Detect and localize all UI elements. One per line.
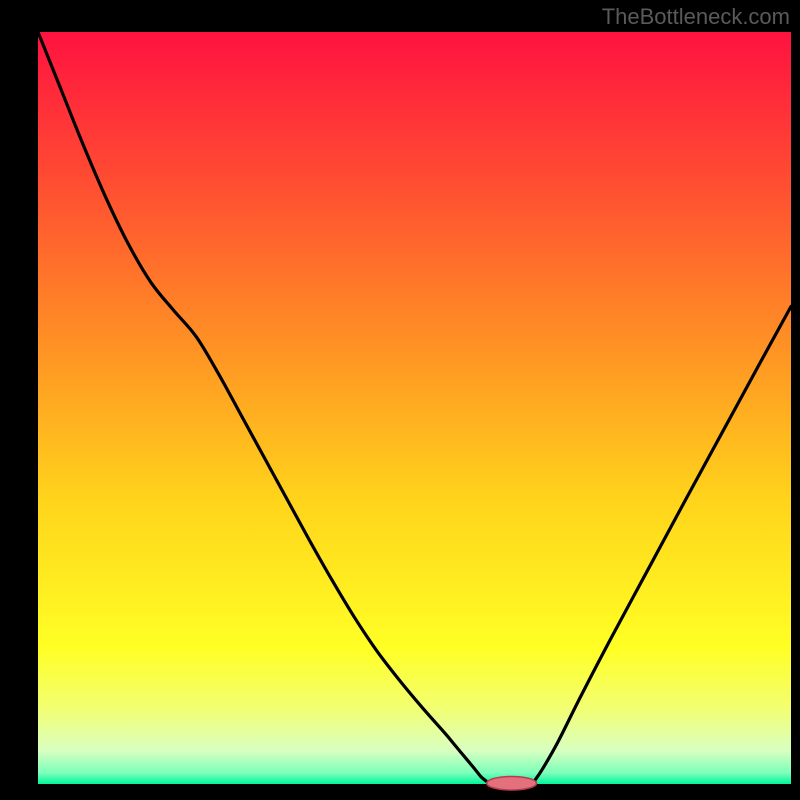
plot-background-gradient <box>38 32 791 784</box>
watermark-text: TheBottleneck.com <box>602 4 790 30</box>
optimal-point-marker <box>487 776 537 790</box>
chart-container: TheBottleneck.com <box>0 0 800 800</box>
bottleneck-chart-svg <box>0 0 800 800</box>
